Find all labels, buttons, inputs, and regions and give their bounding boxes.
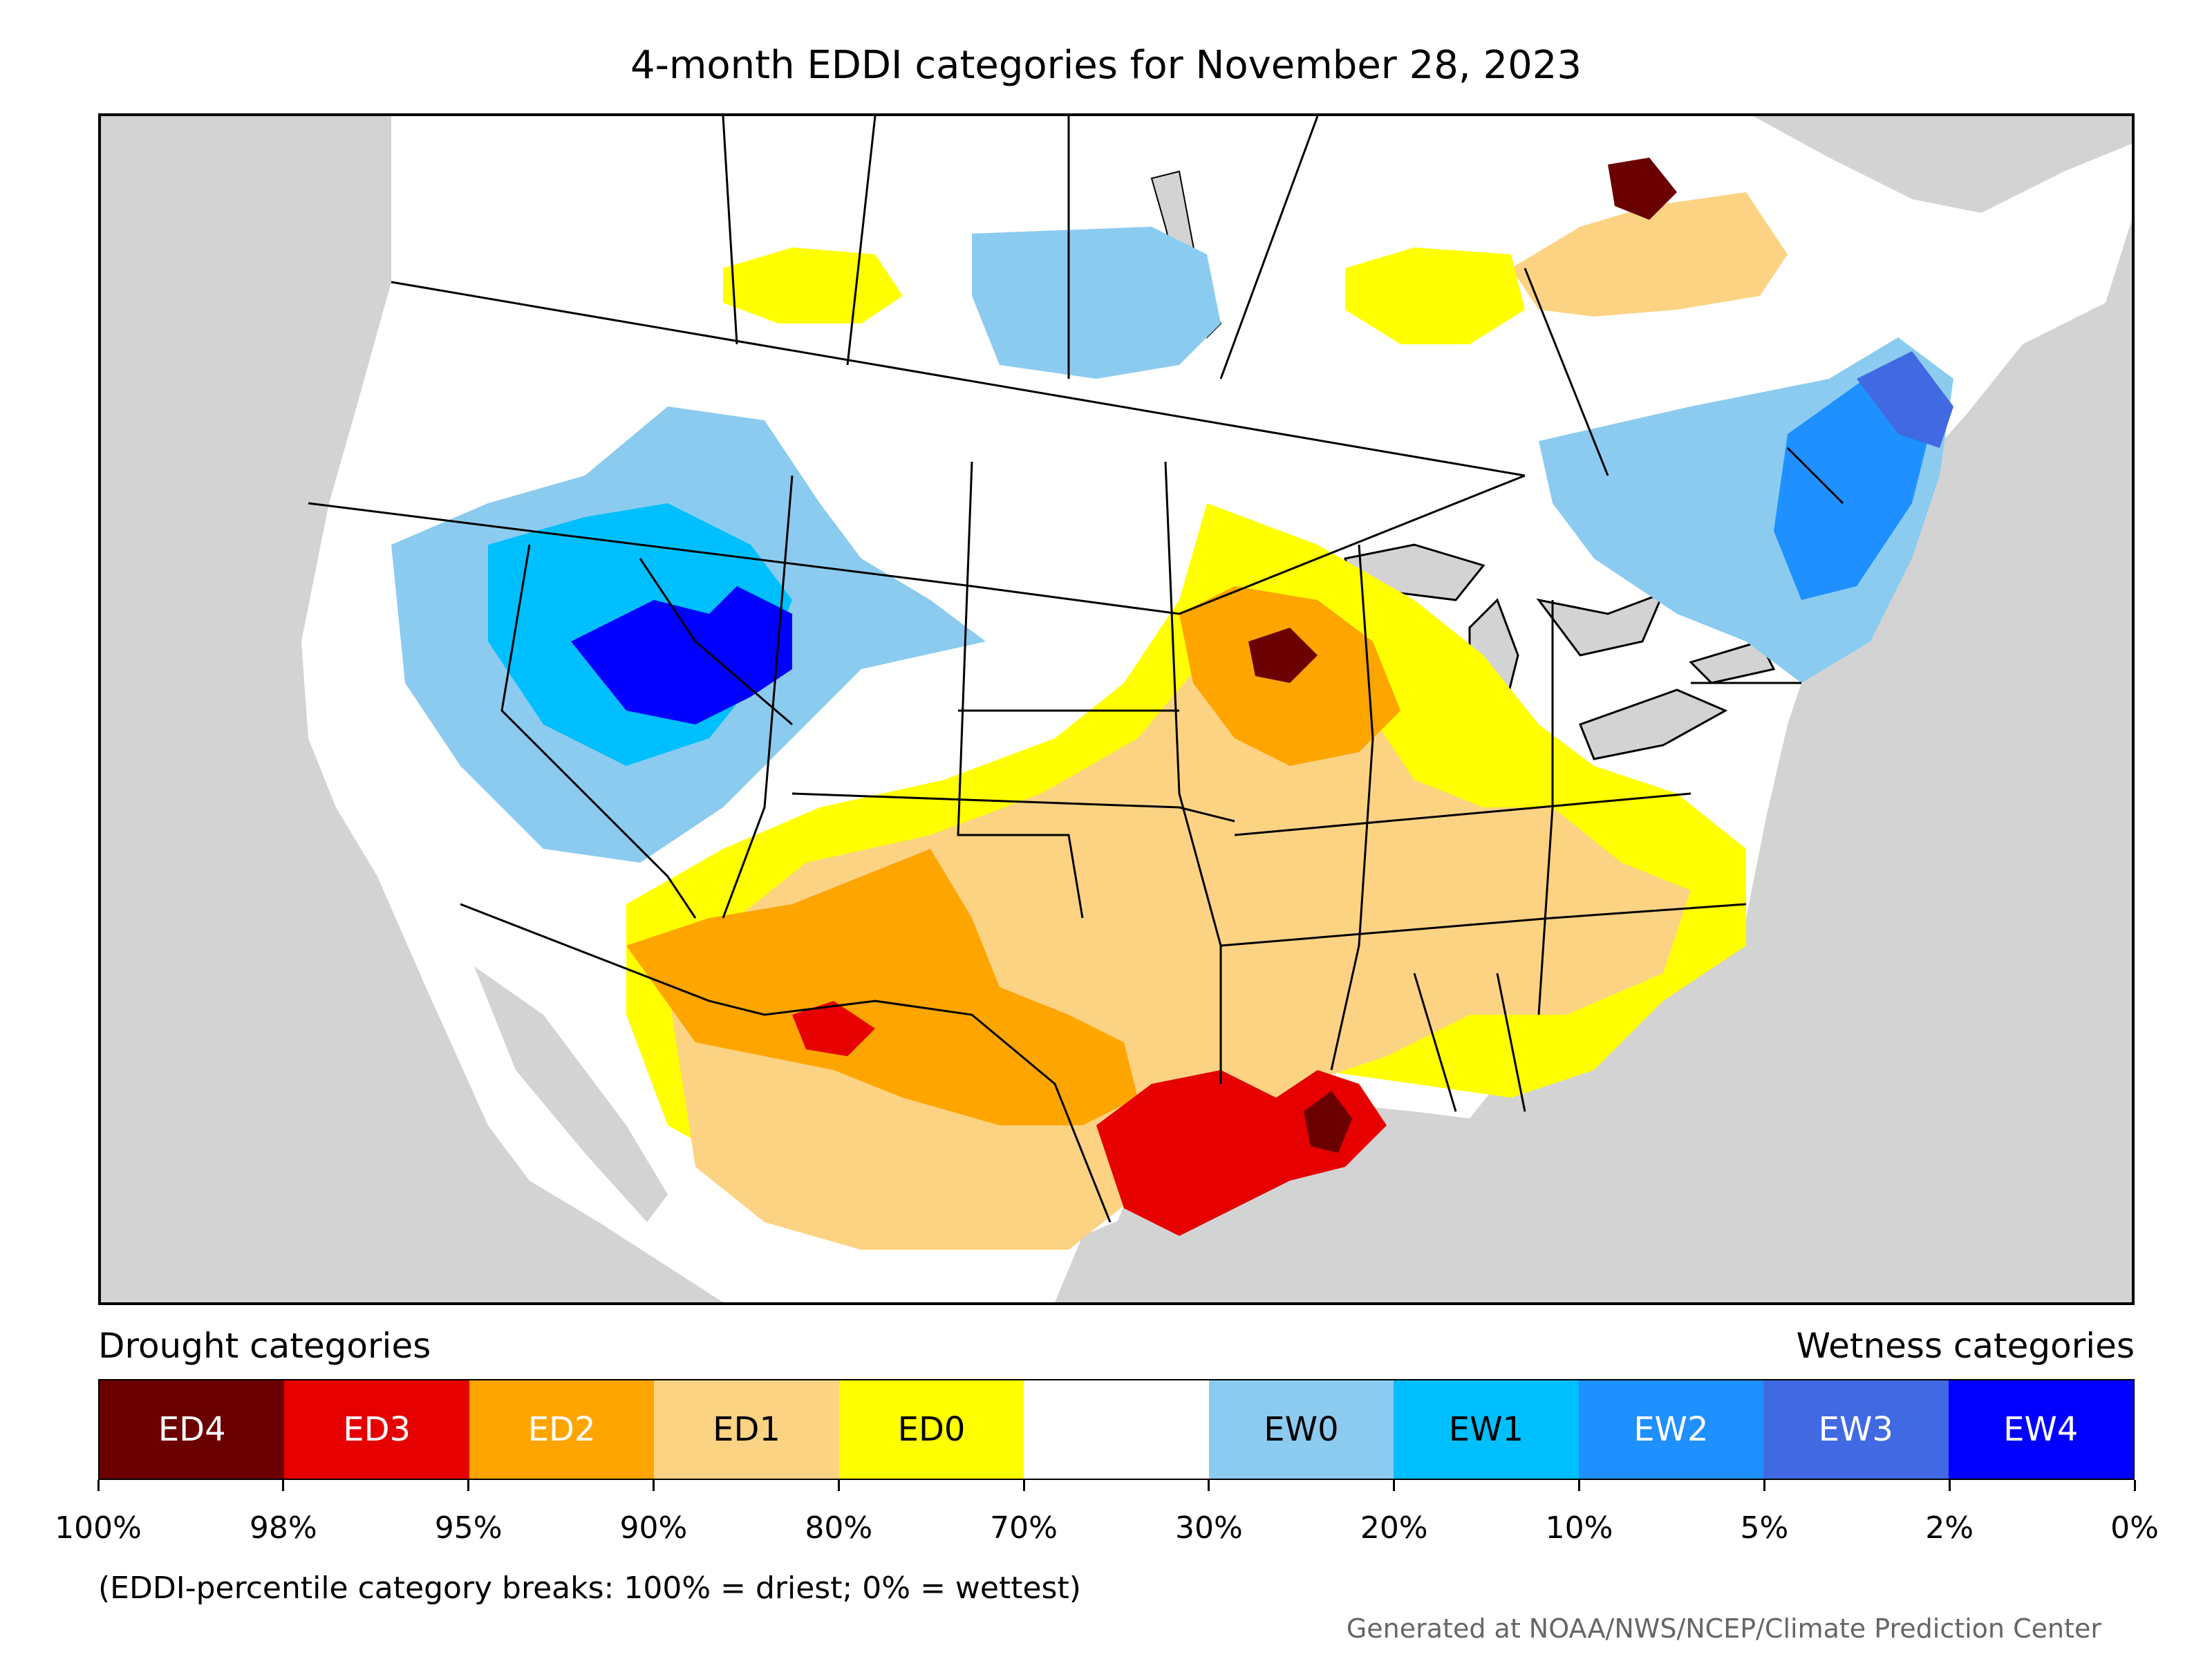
colorbar-tick-label: 2% bbox=[1925, 1510, 1974, 1546]
credit-line: Generated at NOAA/NWS/NCEP/Climate Predi… bbox=[1346, 1613, 2101, 1644]
map-title: 4-month EDDI categories for November 28,… bbox=[630, 43, 1582, 88]
colorbar-tick-label: 100% bbox=[55, 1510, 142, 1546]
colorbar-tick-label: 95% bbox=[434, 1510, 503, 1546]
colorbar-segment-ew4: EW4 bbox=[1948, 1380, 2133, 1479]
eddi-map bbox=[98, 113, 2135, 1305]
ew3-region-maine bbox=[1857, 351, 1953, 448]
ew-region-canada-prairie bbox=[972, 227, 1221, 379]
colorbar-tick bbox=[1022, 1480, 1025, 1491]
colorbar-segment-ew2: EW2 bbox=[1578, 1380, 1764, 1479]
ew4-region-utah-wyoming bbox=[571, 586, 792, 724]
colorbar-tick-label: 30% bbox=[1175, 1510, 1243, 1546]
colorbar-tick bbox=[1578, 1480, 1581, 1491]
colorbar-tick-label: 80% bbox=[805, 1510, 873, 1546]
colorbar-tick bbox=[652, 1480, 655, 1491]
colorbar-ticks: 100% 98% 95% 90% 80% 70% 30% 20% 10% 5% 2% 0% bbox=[55, 1480, 2159, 1546]
colorbar-tick bbox=[1208, 1480, 1210, 1491]
colorbar-segment-ed0: ED0 bbox=[838, 1380, 1024, 1479]
ed4-region-iowa bbox=[1248, 628, 1318, 683]
gulf-of-california bbox=[474, 966, 668, 1222]
map-canvas bbox=[301, 116, 2132, 1302]
ed2-region-southwest bbox=[626, 849, 1138, 1125]
colorbar-segment-ed1: ED1 bbox=[654, 1380, 839, 1479]
ed3-region-arizona-border bbox=[792, 1001, 875, 1056]
ed4-region-louisiana bbox=[1304, 1091, 1352, 1153]
colorbar-tick bbox=[1763, 1480, 1765, 1491]
colorbar-segment-ew3: EW3 bbox=[1763, 1380, 1949, 1479]
wetness-categories-heading: Wetness categories bbox=[1796, 1326, 2135, 1366]
colorbar-tick bbox=[1393, 1480, 1396, 1491]
ed0-region-ontario bbox=[1345, 247, 1525, 344]
colorbar-tick-label: 20% bbox=[1360, 1510, 1428, 1546]
colorbar-segment-ew1: EW1 bbox=[1394, 1380, 1579, 1479]
colorbar-tick bbox=[2133, 1480, 2136, 1491]
colorbar-tick-label: 90% bbox=[619, 1510, 688, 1546]
political-borders bbox=[308, 116, 1844, 1223]
colorbar-segment-ew0: EW0 bbox=[1208, 1380, 1394, 1479]
colorbar-segment-ed4: ED4 bbox=[100, 1380, 285, 1479]
colorbar-tick bbox=[1948, 1480, 1951, 1491]
colorbar-tick-label: 10% bbox=[1545, 1510, 1613, 1546]
ed1-region-mountain-canada bbox=[1511, 192, 1788, 317]
drought-categories-heading: Drought categories bbox=[98, 1326, 431, 1366]
colorbar-tick bbox=[467, 1480, 470, 1491]
colorbar-tick-label: 0% bbox=[2110, 1510, 2159, 1546]
ed4-region-quebec bbox=[1608, 158, 1677, 220]
colorbar-tick-label: 5% bbox=[1740, 1510, 1789, 1546]
colorbar-segment-ed3: ED3 bbox=[284, 1380, 469, 1479]
colorbar-tick bbox=[97, 1480, 100, 1491]
colorbar-tick bbox=[282, 1480, 285, 1491]
category-note: (EDDI-percentile category breaks: 100% =… bbox=[98, 1571, 1081, 1606]
colorbar-tick-label: 70% bbox=[990, 1510, 1058, 1546]
colorbar-tick bbox=[837, 1480, 840, 1491]
colorbar-segment-normal bbox=[1024, 1380, 1209, 1479]
colorbar-tick-label: 98% bbox=[249, 1510, 317, 1546]
category-colorbar: ED4 ED3 ED2 ED1 ED0 EW0 EW1 EW2 EW3 EW4 bbox=[98, 1379, 2135, 1480]
colorbar-segment-ed2: ED2 bbox=[469, 1380, 655, 1479]
